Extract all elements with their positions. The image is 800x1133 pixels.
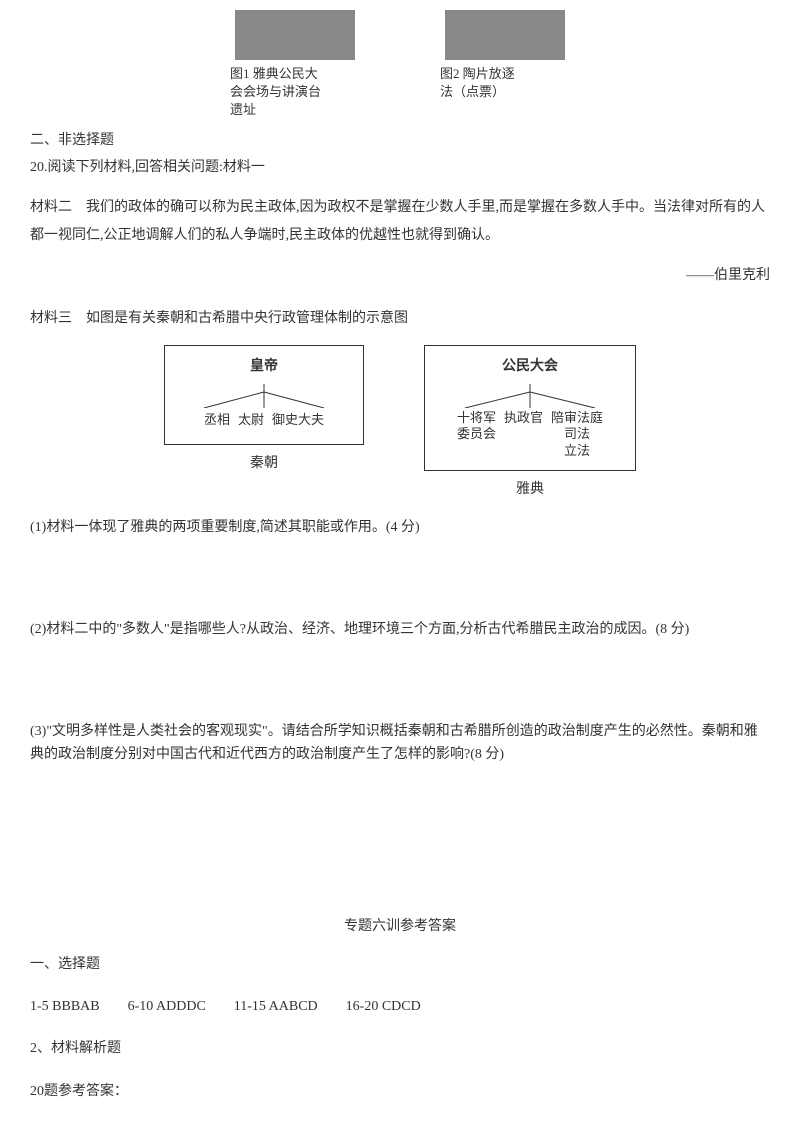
- qin-label: 秦朝: [250, 453, 278, 475]
- leaf-line: 司法: [564, 426, 590, 443]
- question-3-text: (3)"文明多样性是人类社会的客观现实"。请结合所学知识概括秦朝和古希腊所创造的…: [30, 721, 770, 766]
- qin-leaf: 丞相: [204, 410, 230, 431]
- leaf-line: 立法: [564, 443, 590, 460]
- section2-title: 二、非选择题: [30, 130, 770, 152]
- material2-source: ——伯里克利: [30, 265, 770, 287]
- qin-root: 皇帝: [250, 356, 278, 378]
- diagram-container: 皇帝 丞相 太尉 御史大夫 秦朝 公民大会: [30, 345, 770, 501]
- image2-block: 图2 陶片放逐 法（点票）: [440, 10, 570, 120]
- question20-intro: 20.阅读下列材料,回答相关问题:材料一: [30, 157, 770, 179]
- answer-q20-label: 20题参考答案：: [30, 1081, 770, 1103]
- question-1-text: (1)材料一体现了雅典的两项重要制度,简述其职能或作用。(4 分): [30, 517, 770, 539]
- question-2-text: (2)材料二中的"多数人"是指哪些人?从政治、经济、地理环境三个方面,分析古代希…: [30, 619, 770, 641]
- athens-leaves: 十将军 委员会 执政官 陪审法庭 司法 立法: [457, 410, 603, 461]
- image2-caption: 图2 陶片放逐 法（点票）: [440, 65, 570, 101]
- answer-section1-title: 一、选择题: [30, 954, 770, 976]
- caption-line: 法（点票）: [440, 83, 570, 101]
- qin-leaf: 太尉: [238, 410, 264, 431]
- athens-root: 公民大会: [502, 356, 558, 378]
- leaf-line: 委员会: [457, 426, 496, 443]
- answer-title: 专题六训参考答案: [30, 916, 770, 938]
- qin-diagram: 皇帝 丞相 太尉 御史大夫 秦朝: [164, 345, 364, 501]
- caption-line: 图2 陶片放逐: [440, 65, 570, 83]
- athens-leaf: 执政官: [504, 410, 543, 461]
- material3-intro: 材料三 如图是有关秦朝和古希腊中央行政管理体制的示意图: [30, 308, 770, 330]
- leaf-line: 陪审法庭: [551, 410, 603, 427]
- caption-line: 遗址: [230, 101, 360, 119]
- image1-block: 图1 雅典公民大 会会场与讲演台 遗址: [230, 10, 360, 120]
- qin-leaf: 御史大夫: [272, 410, 324, 431]
- qin-branches-icon: [184, 384, 344, 408]
- answer-choices: 1-5 BBBAB 6-10 ADDDC 11-15 AABCD 16-20 C…: [30, 996, 770, 1018]
- caption-line: 会会场与讲演台: [230, 83, 360, 101]
- athens-tree-box: 公民大会 十将军 委员会 执政官 陪审法庭 司法 立法: [424, 345, 636, 471]
- caption-line: 图1 雅典公民大: [230, 65, 360, 83]
- image1-caption: 图1 雅典公民大 会会场与讲演台 遗址: [230, 65, 360, 120]
- leaf-line: 执政官: [504, 410, 543, 427]
- answer-section2-title: 2、材料解析题: [30, 1038, 770, 1060]
- top-images-row: 图1 雅典公民大 会会场与讲演台 遗址 图2 陶片放逐 法（点票）: [30, 10, 770, 120]
- athens-branches-icon: [440, 384, 620, 408]
- athens-leaf: 十将军 委员会: [457, 410, 496, 461]
- image2-placeholder: [445, 10, 565, 60]
- athens-diagram: 公民大会 十将军 委员会 执政官 陪审法庭 司法 立法: [424, 345, 636, 501]
- athens-label: 雅典: [516, 479, 544, 501]
- image1-placeholder: [235, 10, 355, 60]
- leaf-line: 十将军: [457, 410, 496, 427]
- athens-leaf: 陪审法庭 司法 立法: [551, 410, 603, 461]
- material2-text: 材料二 我们的政体的确可以称为民主政体,因为政权不是掌握在少数人手里,而是掌握在…: [30, 194, 770, 250]
- qin-tree-box: 皇帝 丞相 太尉 御史大夫: [164, 345, 364, 445]
- qin-leaves: 丞相 太尉 御史大夫: [204, 410, 324, 431]
